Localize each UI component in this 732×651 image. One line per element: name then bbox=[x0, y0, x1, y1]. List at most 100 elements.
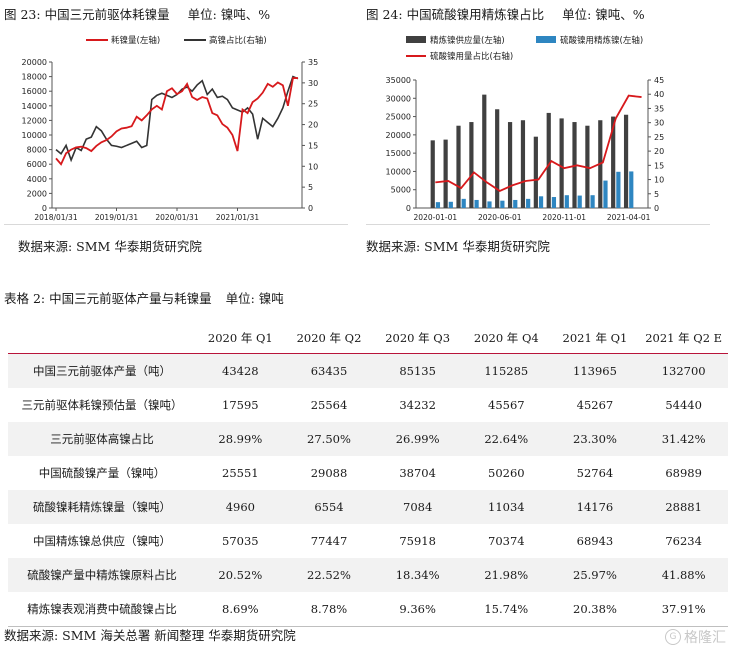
fig23-left-tick-label: 8000 bbox=[27, 146, 47, 155]
table-cell: 115285 bbox=[461, 353, 551, 388]
table-cell: 38704 bbox=[399, 466, 436, 480]
table-row-label: 精炼镍表观消费中硫酸镍占比 bbox=[8, 592, 196, 627]
fig24-right-tick-label: 10 bbox=[654, 176, 664, 185]
table-cell: 9.36% bbox=[373, 592, 462, 627]
fig24-right-tick-label: 0 bbox=[654, 204, 659, 213]
watermark: G 格隆汇 bbox=[665, 627, 726, 647]
fig23-right-tick-label: 20 bbox=[308, 121, 318, 130]
fig23-chart-frame: 0 2000 4000 6000 8000 10000 12000 14000 16000 180… bbox=[4, 24, 348, 225]
fig23-source: 数据来源: SMM 华泰期货研究院 bbox=[18, 239, 202, 254]
table-cell: 50260 bbox=[488, 466, 525, 480]
fig24-x-tick-label: 2020-11-01 bbox=[542, 213, 586, 222]
table-cell: 29088 bbox=[310, 466, 348, 480]
fig24-legend-swatch-sulfate-used bbox=[536, 36, 556, 43]
table-header-cell bbox=[8, 323, 196, 354]
fig23-x-tick-label: 2018/01/31 bbox=[34, 213, 77, 222]
fig24-left-tick-label: 20000 bbox=[386, 131, 411, 140]
fig24-left-tick-label: 5000 bbox=[391, 186, 411, 195]
fig24-chart: 0 5000 10000 15000 20000 25000 30000 35000 0 5 10 1… bbox=[386, 35, 665, 222]
table-row: 硫酸镍产量中精炼镍原料占比 20.52% 22.52% 18.34% 21.98… bbox=[8, 558, 728, 592]
fig24-bar-sulfate-used bbox=[538, 196, 544, 208]
table-cell: 6554 bbox=[284, 490, 374, 524]
fig24-left-tick-label: 0 bbox=[406, 204, 411, 213]
table-cell: 25551 bbox=[222, 466, 259, 480]
table-header-cell: 2020 年 Q1 bbox=[196, 323, 285, 354]
fig24-right-tick-label: 30 bbox=[654, 119, 664, 128]
table-header-cell: 2021 年 Q2 E bbox=[639, 323, 728, 354]
fig23-series-line-nickel-consumption bbox=[55, 77, 298, 166]
table-header-row: 2020 年 Q1 2020 年 Q2 2020 年 Q3 2020 年 Q4 … bbox=[8, 323, 728, 354]
table-cell: 4960 bbox=[196, 490, 285, 524]
fig23-left-tick-label: 14000 bbox=[22, 102, 47, 111]
table-cell: 21.98% bbox=[461, 558, 551, 592]
data-table: 2020 年 Q1 2020 年 Q2 2020 年 Q3 2020 年 Q4 … bbox=[8, 323, 728, 627]
fig24-bar-refined-supply bbox=[456, 125, 461, 208]
table-cell: 20.52% bbox=[196, 558, 285, 592]
table-cell: 22.52% bbox=[284, 558, 374, 592]
table-row: 中国硫酸镍产量（镍吨） 25551 29088 38704 50260 5276… bbox=[8, 456, 728, 490]
fig24-bar-sulfate-used bbox=[435, 202, 441, 208]
table-row-label: 硫酸镍耗精炼镍量（镍吨） bbox=[8, 490, 196, 524]
fig24-bar-sulfate-used bbox=[448, 201, 453, 208]
fig24-bar-sulfate-used bbox=[616, 171, 621, 208]
fig23-title: 图 23: 中国三元前驱体耗镍量 bbox=[4, 7, 170, 22]
fig24-bar-refined-supply bbox=[559, 118, 564, 208]
table-cell: 63435 bbox=[284, 353, 374, 388]
fig24-bar-sulfate-used bbox=[500, 200, 505, 208]
table-cell: 18.34% bbox=[373, 558, 462, 592]
table-cell: 41.88% bbox=[639, 558, 728, 592]
table-row: 中国三元前驱体产量（吨） 43428 63435 85135 115285 11… bbox=[8, 353, 728, 388]
fig24-title: 图 24: 中国硫酸镍用精炼镍占比 bbox=[366, 7, 545, 22]
fig24-unit: 单位: 镍吨、% bbox=[562, 7, 645, 22]
fig24-bar-refined-supply bbox=[520, 120, 526, 208]
table-cell: 27.50% bbox=[284, 422, 374, 456]
table-row: 精炼镍表观消费中硫酸镍占比 8.69% 8.78% 9.36% 15.74% 2… bbox=[8, 592, 728, 627]
fig23-left-tick-label: 18000 bbox=[22, 73, 47, 82]
table-cell: 26.99% bbox=[373, 422, 462, 456]
fig24-bar-refined-supply bbox=[533, 136, 538, 208]
fig24-left-tick-label: 10000 bbox=[386, 167, 411, 176]
fig23-legend-label-nickel-consumption: 耗镍量(左轴) bbox=[111, 35, 160, 46]
table-title-line: 表格 2: 中国三元前驱体产量与耗镍量 单位: 镍吨 bbox=[4, 288, 284, 307]
table-cell: 7084 bbox=[373, 490, 462, 524]
fig24-bar-sulfate-used bbox=[526, 198, 531, 208]
table-cell: 28.99% bbox=[196, 422, 285, 456]
table-cell: 45267 bbox=[576, 398, 614, 412]
fig23-right-tick-label: 0 bbox=[308, 204, 313, 213]
table-header-cell: 2020 年 Q4 bbox=[461, 323, 551, 354]
table-source: 数据来源: SMM 海关总署 新闻整理 华泰期货研究院 bbox=[4, 628, 296, 643]
fig24-title-line: 图 24: 中国硫酸镍用精炼镍占比 单位: 镍吨、% bbox=[366, 4, 645, 23]
table-row-label: 中国硫酸镍产量（镍吨） bbox=[38, 466, 166, 480]
table-row: 三元前驱体高镍占比 28.99% 27.50% 26.99% 22.64% 23… bbox=[8, 422, 728, 456]
table-row: 硫酸镍耗精炼镍量（镍吨） 4960 6554 7084 11034 14176 … bbox=[8, 490, 728, 524]
fig24-x-tick-label: 2021-04-01 bbox=[607, 213, 651, 222]
table-cell: 34232 bbox=[399, 398, 436, 412]
table-cell: 45567 bbox=[488, 398, 525, 412]
fig24-legend-label-sulfate-ratio: 硫酸镍用量占比(右轴) bbox=[430, 51, 513, 62]
fig23-right-tick-label: 25 bbox=[308, 100, 318, 109]
fig24-bar-refined-supply bbox=[495, 109, 500, 208]
fig24-left-tick-label: 30000 bbox=[386, 94, 411, 103]
fig24-right-tick-label: 40 bbox=[654, 90, 664, 99]
fig24-legend-label-refined-supply: 精炼镍供应量(左轴) bbox=[430, 35, 505, 46]
fig23-legend-label-high-nickel-ratio: 高镍占比(右轴) bbox=[209, 35, 267, 46]
fig23-x-tick-label: 2020/01/31 bbox=[155, 213, 198, 222]
table-cell: 43428 bbox=[196, 353, 285, 388]
table-cell: 132700 bbox=[639, 353, 728, 388]
fig24-legend-label-sulfate-used: 硫酸镍用精炼镍(左轴) bbox=[560, 35, 643, 46]
fig24-source: 数据来源: SMM 华泰期货研究院 bbox=[366, 239, 550, 254]
table-cell: 25564 bbox=[310, 398, 348, 412]
fig23-left-tick-label: 2000 bbox=[27, 189, 47, 198]
fig24-bar-sulfate-used bbox=[577, 195, 582, 208]
table-cell: 57035 bbox=[222, 534, 259, 548]
watermark-text: 格隆汇 bbox=[684, 630, 726, 646]
fig23-left-tick-label: 0 bbox=[42, 204, 47, 213]
table-cell: 8.69% bbox=[196, 592, 285, 627]
table-cell: 8.78% bbox=[284, 592, 374, 627]
fig24-left-tick-label: 15000 bbox=[386, 149, 411, 158]
table-row-label: 硫酸镍产量中精炼镍原料占比 bbox=[8, 558, 196, 592]
table-cell: 75918 bbox=[399, 534, 436, 548]
fig23-left-tick-label: 12000 bbox=[22, 116, 47, 125]
fig23-left-tick-label: 4000 bbox=[27, 175, 47, 184]
table-cell: 31.42% bbox=[639, 422, 728, 456]
